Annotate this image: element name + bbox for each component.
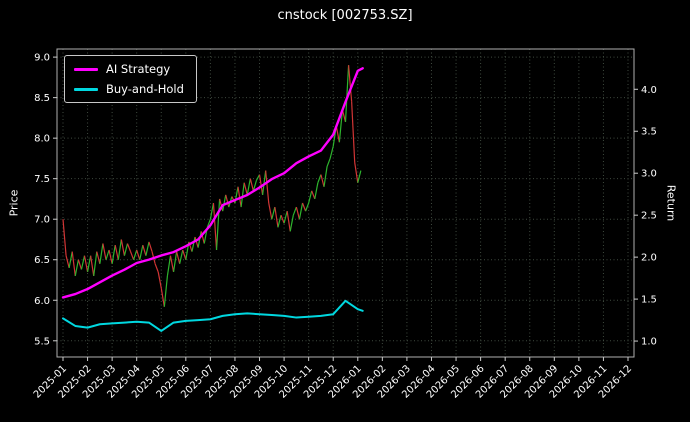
legend-label-buy-and-hold: Buy-and-Hold bbox=[106, 82, 184, 96]
svg-text:6.5: 6.5 bbox=[34, 255, 50, 266]
svg-text:9.0: 9.0 bbox=[34, 53, 50, 64]
ai-strategy-line-swatch bbox=[74, 67, 98, 71]
left-axis-label: Price bbox=[7, 189, 21, 217]
legend-item-buy-and-hold: Buy-and-Hold bbox=[74, 82, 184, 96]
svg-text:7.5: 7.5 bbox=[34, 174, 50, 185]
legend-label-ai-strategy: AI Strategy bbox=[106, 62, 171, 76]
svg-text:2.0: 2.0 bbox=[641, 253, 657, 264]
svg-text:3.0: 3.0 bbox=[641, 169, 657, 180]
buy-and-hold-line-swatch bbox=[74, 87, 98, 91]
svg-text:2.5: 2.5 bbox=[641, 211, 657, 222]
chart-title: cnstock [002753.SZ] bbox=[277, 8, 413, 23]
legend: AI Strategy Buy-and-Hold bbox=[64, 55, 197, 103]
svg-text:1.0: 1.0 bbox=[641, 337, 657, 348]
svg-text:7.0: 7.0 bbox=[34, 215, 50, 226]
svg-text:4.0: 4.0 bbox=[641, 85, 657, 96]
svg-text:1.5: 1.5 bbox=[641, 295, 657, 306]
svg-text:5.5: 5.5 bbox=[34, 336, 50, 347]
svg-text:8.5: 8.5 bbox=[34, 93, 50, 104]
legend-item-ai-strategy: AI Strategy bbox=[74, 62, 184, 76]
svg-text:3.5: 3.5 bbox=[641, 127, 657, 138]
svg-text:8.0: 8.0 bbox=[34, 134, 50, 145]
svg-text:6.0: 6.0 bbox=[34, 296, 50, 307]
right-axis-label: Return bbox=[664, 184, 678, 222]
